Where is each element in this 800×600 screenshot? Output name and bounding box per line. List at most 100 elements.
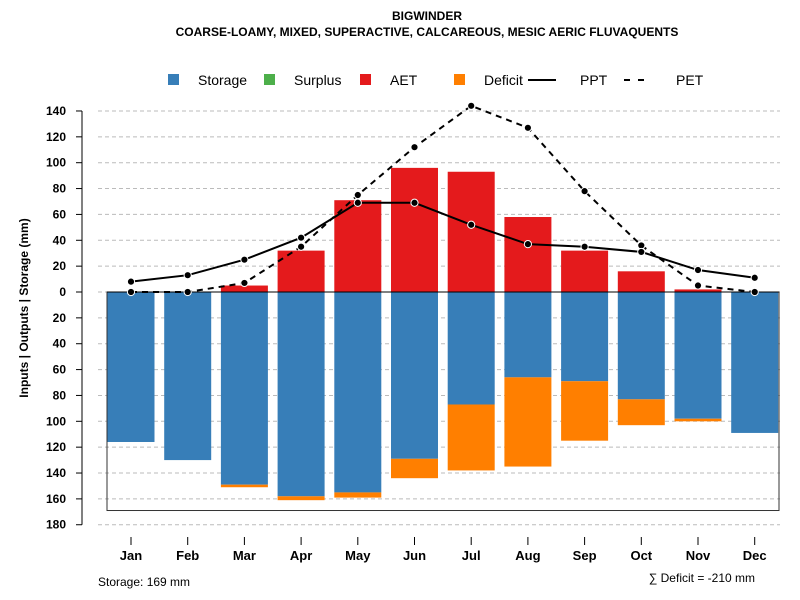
ppt-point: [240, 255, 249, 264]
x-tick-label: Nov: [686, 548, 711, 563]
ppt-point: [183, 271, 192, 280]
storage-bar: [334, 292, 382, 493]
pet-point: [467, 101, 476, 110]
storage-bar: [220, 292, 268, 485]
legend-deficit-label: Deficit: [484, 72, 523, 88]
y-tick-label: 20: [53, 311, 67, 325]
ppt-point: [353, 198, 362, 207]
deficit-bar: [617, 399, 665, 426]
ppt-point: [467, 220, 476, 229]
x-tick-label: Feb: [176, 548, 199, 563]
y-tick-label: 140: [46, 104, 66, 118]
deficit-bar: [334, 492, 382, 498]
pet-point: [410, 143, 419, 152]
storage-bar: [731, 292, 779, 433]
storage-annotation: Storage: 169 mm: [98, 575, 190, 589]
ppt-point: [693, 265, 703, 275]
aet-bar: [334, 200, 382, 292]
legend-pet-label: PET: [676, 72, 704, 88]
ppt-point: [126, 277, 136, 286]
pet-point: [693, 281, 703, 290]
y-tick-label: 140: [46, 466, 66, 480]
x-tick-label: May: [345, 548, 371, 563]
storage-bar: [504, 292, 552, 378]
legend-aet-swatch: [360, 74, 371, 85]
storage-bar: [391, 292, 438, 459]
x-tick-label: Jan: [120, 548, 142, 563]
x-tick-label: Sep: [573, 548, 597, 563]
pet-point: [750, 287, 759, 297]
legend-deficit-swatch: [454, 74, 465, 85]
deficit-annotation: ∑ Deficit = -210 mm: [649, 571, 755, 585]
x-tick-label: Jul: [462, 548, 481, 563]
ppt-point: [750, 273, 759, 282]
y-tick-label: 20: [53, 259, 67, 273]
deficit-bar: [391, 458, 438, 479]
aet-bar: [220, 285, 268, 292]
y-tick-label: 80: [53, 182, 67, 196]
aet-bar: [561, 250, 609, 292]
y-tick-label: 100: [46, 414, 66, 428]
pet-point: [580, 187, 589, 196]
ppt-point: [637, 247, 646, 257]
aet-bar: [447, 171, 495, 292]
y-tick-label: 120: [46, 440, 66, 454]
storage-bar: [107, 292, 155, 442]
deficit-bar: [674, 418, 722, 422]
y-tick-label: 180: [46, 518, 66, 532]
y-tick-label: 160: [46, 492, 66, 506]
pet-line: [131, 104, 755, 293]
storage-bar: [617, 292, 665, 400]
y-tick-label: 40: [53, 233, 67, 247]
legend-surplus-label: Surplus: [294, 72, 341, 88]
ppt-line: [130, 201, 755, 283]
pet-point: [126, 287, 136, 297]
pet-point: [353, 190, 362, 200]
storage-bar: [447, 292, 495, 405]
y-tick-label: 40: [53, 337, 67, 351]
ppt-point: [523, 240, 533, 249]
deficit-bar: [220, 484, 268, 488]
legend-aet-label: AET: [390, 72, 418, 88]
ppt-point: [297, 233, 306, 242]
ppt-point: [410, 198, 419, 207]
ppt-point: [580, 242, 589, 251]
y-tick-label: 60: [53, 363, 67, 377]
pet-point: [240, 278, 249, 288]
chart-title: BIGWINDER: [392, 9, 462, 23]
x-tick-label: Mar: [233, 548, 256, 563]
aet-bar: [504, 217, 552, 292]
aet-bar: [277, 250, 325, 292]
y-tick-label: 80: [53, 388, 67, 402]
x-tick-label: Apr: [290, 548, 312, 563]
deficit-bar: [277, 496, 325, 501]
x-tick-label: Dec: [743, 548, 767, 563]
pet-point: [523, 123, 533, 132]
storage-bar: [674, 292, 722, 419]
storage-bar: [277, 292, 325, 497]
y-tick-label: 60: [53, 207, 67, 221]
legend-storage-swatch: [168, 74, 179, 85]
y-tick-label: 0: [59, 285, 66, 299]
x-tick-label: Aug: [515, 548, 540, 563]
legend-surplus-swatch: [264, 74, 275, 85]
aet-bar: [617, 271, 665, 292]
aet-bar: [391, 167, 438, 292]
deficit-bar: [504, 377, 552, 467]
storage-bar: [164, 292, 212, 461]
deficit-bar: [447, 404, 495, 471]
y-tick-label: 100: [46, 156, 66, 170]
y-axis-label: Inputs | Outputs | Storage (mm): [17, 218, 31, 397]
y-tick-label: 120: [46, 130, 66, 144]
chart-subtitle: COARSE-LOAMY, MIXED, SUPERACTIVE, CALCAR…: [176, 25, 679, 39]
x-tick-label: Oct: [630, 548, 652, 563]
legend-ppt-label: PPT: [580, 72, 608, 88]
storage-bar: [561, 292, 609, 382]
deficit-bar: [561, 381, 609, 441]
pet-point: [297, 242, 306, 251]
pet-point: [183, 287, 192, 297]
aet-bar: [674, 289, 722, 292]
x-tick-label: Jun: [403, 548, 426, 563]
legend-storage-label: Storage: [198, 72, 247, 88]
